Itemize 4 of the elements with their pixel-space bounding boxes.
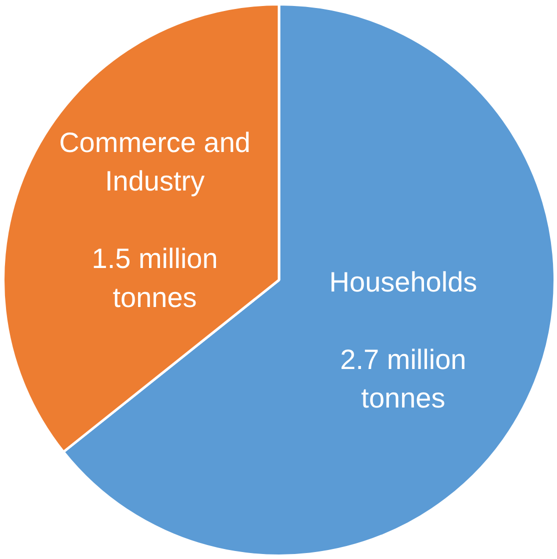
slice-label: Commerce and Industry [59, 126, 250, 197]
data-label: 1.5 million tonnes [92, 243, 218, 313]
data-label: 2.7 million tonnes [340, 344, 466, 414]
slice-label: Households [329, 266, 478, 298]
